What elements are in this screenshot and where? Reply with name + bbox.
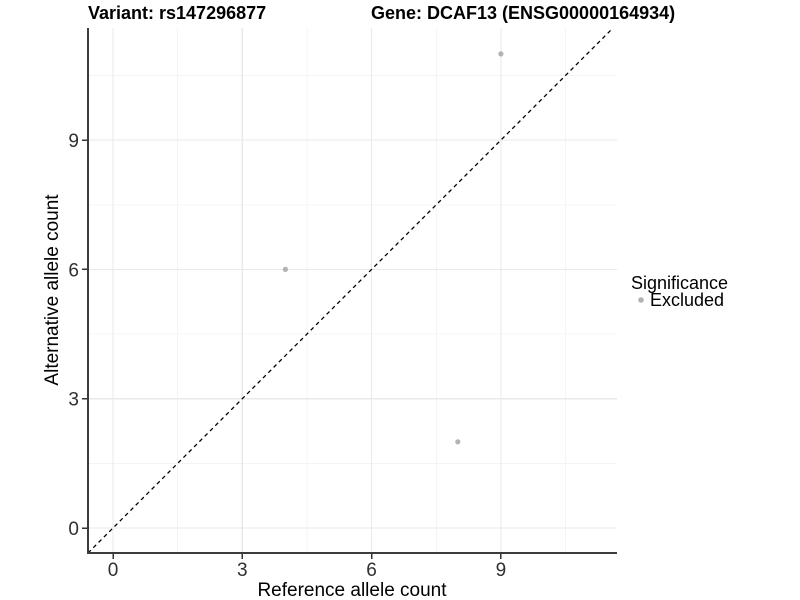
legend-key-excluded-dot xyxy=(638,297,644,303)
point-excluded-9-11 xyxy=(498,51,504,57)
axis-lines xyxy=(87,28,617,554)
y-tick-label-3: 3 xyxy=(68,390,79,411)
axis-tick-labels: 0 3 6 9 0 3 6 9 xyxy=(68,131,506,581)
legend-item-excluded-label: Excluded xyxy=(650,290,724,310)
y-tick-label-6: 6 xyxy=(68,260,79,281)
point-excluded-4-6 xyxy=(282,266,288,272)
minor-gridlines xyxy=(88,28,617,553)
y-tick-label-0: 0 xyxy=(68,519,79,540)
legend: Significance Excluded xyxy=(631,273,728,310)
y-tick-label-9: 9 xyxy=(68,131,79,152)
x-tick-label-3: 3 xyxy=(237,560,248,581)
x-tick-label-9: 9 xyxy=(496,560,507,581)
x-tick-label-0: 0 xyxy=(108,560,119,581)
y-axis-title: Alternative allele count xyxy=(42,194,63,386)
point-excluded-8-2 xyxy=(455,439,461,445)
identity-line xyxy=(87,27,614,554)
axis-ticks xyxy=(82,139,502,559)
plot-title-variant: Variant: rs147296877 xyxy=(88,3,266,23)
legend-title: Significance xyxy=(631,273,728,293)
x-tick-label-6: 6 xyxy=(366,560,377,581)
major-gridlines xyxy=(88,28,617,553)
x-axis-title: Reference allele count xyxy=(257,580,447,600)
data-points xyxy=(282,51,504,445)
identity-dashed-line xyxy=(87,27,614,554)
plot-title-gene: Gene: DCAF13 (ENSG00000164934) xyxy=(371,3,675,23)
